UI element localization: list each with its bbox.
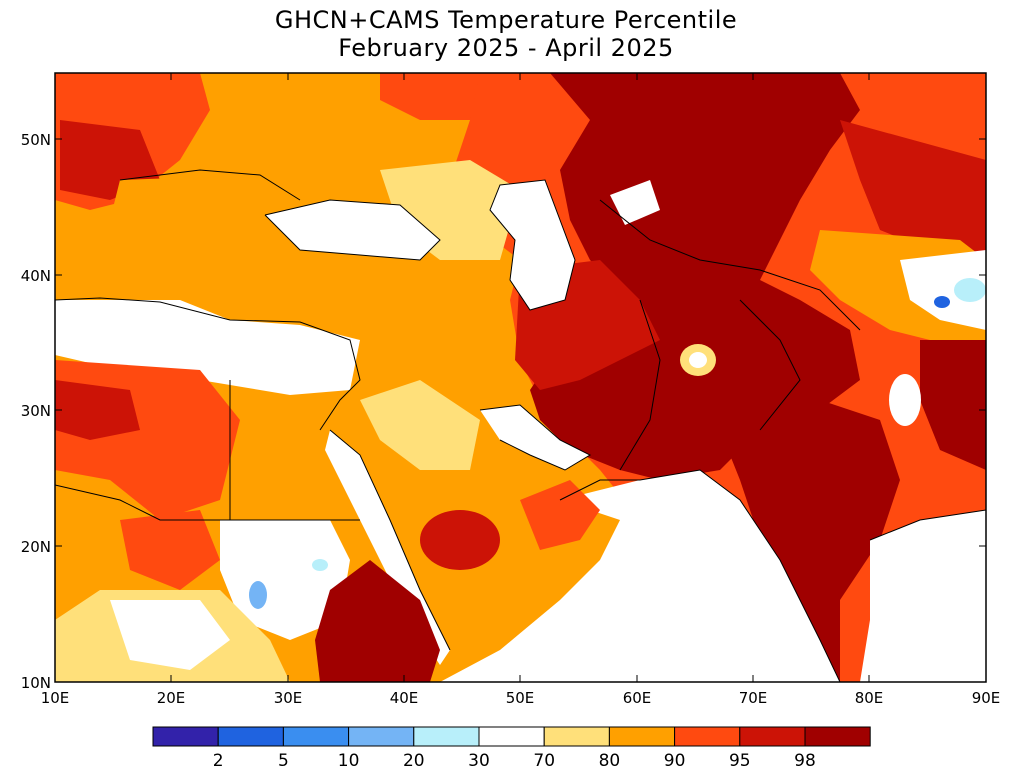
field-red-eastern-europe (380, 73, 480, 120)
colorbar-swatch-4 (413, 726, 480, 747)
field-bay-of-bengal (860, 510, 986, 682)
field-caspian-sea (490, 180, 575, 310)
colorbar-label-20: 20 (403, 751, 425, 771)
colorbar: 2 5 10 20 30 70 80 90 95 98 (152, 726, 871, 771)
colorbar-label-80: 80 (599, 751, 621, 771)
colorbar-label-2: 2 (213, 751, 224, 771)
lon-label-80e: 80E (855, 689, 884, 707)
colorbar-label-30: 30 (468, 751, 490, 771)
field-cyan-tibet (954, 278, 986, 302)
field-white-himalaya (889, 374, 921, 426)
colorbar-label-95: 95 (729, 751, 751, 771)
lat-label-10n: 10N (21, 674, 51, 692)
colorbar-label-98: 98 (794, 751, 816, 771)
lon-label-40e: 40E (390, 689, 419, 707)
field-darkred-southeast (920, 340, 986, 470)
colorbar-label-10: 10 (338, 751, 360, 771)
colorbar-swatch-6 (543, 726, 610, 747)
field-white-tibet (900, 250, 986, 330)
lat-label-50n: 50N (21, 131, 51, 149)
colorbar-swatch-1 (217, 726, 284, 747)
colorbar-swatch-2 (282, 726, 350, 747)
colorbar-label-70: 70 (533, 751, 555, 771)
field-black-sea (265, 200, 440, 260)
field-arabian-sea (440, 470, 840, 682)
lon-label-60e: 60E (623, 689, 652, 707)
lat-label-20n: 20N (21, 538, 51, 556)
lon-ticks (170, 73, 870, 682)
field-red-oman (520, 480, 600, 550)
lat-label-30n: 30N (21, 402, 51, 420)
colorbar-swatch-10 (804, 726, 871, 747)
field-white-sahel (110, 600, 230, 670)
map-period: February 2025 - April 2025 (338, 34, 674, 62)
field-red-arabia (420, 510, 500, 570)
lon-label-30e: 30E (274, 689, 303, 707)
colorbar-label-5: 5 (278, 751, 289, 771)
colorbar-swatch-7 (608, 726, 676, 747)
field-persian-gulf (480, 405, 590, 470)
field-darkred-libya (55, 380, 140, 440)
field-aral-sea (610, 180, 660, 225)
lat-label-40n: 40N (21, 267, 51, 285)
field-blue-sudan (249, 581, 267, 609)
field-yellow-arabia (360, 380, 480, 470)
lat-ticks (55, 138, 986, 547)
colorbar-swatch-5 (478, 726, 545, 747)
colorbar-label-90: 90 (664, 751, 686, 771)
lon-label-50e: 50E (506, 689, 535, 707)
field-cyan-sudan (312, 559, 328, 571)
lon-label-90e: 90E (972, 689, 1001, 707)
colorbar-swatch-9 (739, 726, 806, 747)
colorbar-swatch-0 (152, 726, 219, 747)
field-white-sudan (220, 520, 350, 640)
field-white-afghan (689, 352, 707, 368)
field-orange-balkans (110, 175, 300, 260)
field-red-mongolia (840, 120, 986, 260)
field-darkred-india (720, 380, 900, 682)
lon-label-20e: 20E (157, 689, 186, 707)
lon-label-70e: 70E (739, 689, 768, 707)
field-darkred-ethiopia (315, 560, 440, 682)
lon-label-10e: 10E (41, 689, 70, 707)
field-red-chad (120, 510, 220, 590)
colorbar-swatch-3 (348, 726, 415, 747)
coastlines (55, 169, 986, 682)
field-blue-tibet (934, 296, 950, 308)
colorbar-swatch-8 (674, 726, 741, 747)
map-title: GHCN+CAMS Temperature Percentile (274, 6, 738, 34)
field-darkred-central-asia (530, 73, 860, 480)
percentile-field (55, 73, 986, 682)
